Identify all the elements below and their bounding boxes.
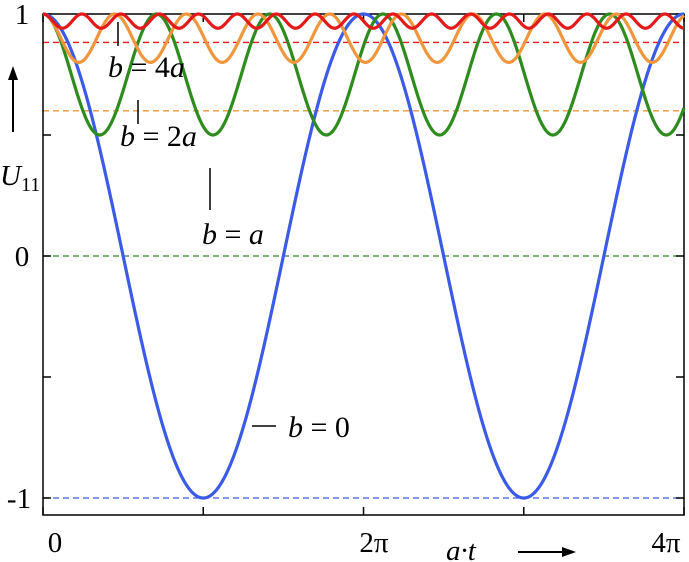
series-label-0-part-1: = 0: [303, 411, 350, 444]
series-label-0-part-0: b: [288, 411, 303, 444]
y-axis-label: U11: [0, 160, 40, 196]
series-label-2-part-1: = 2: [135, 120, 182, 153]
y-tick-label-0: 0: [15, 241, 30, 273]
curve-labels: b = 0b = ab = 2ab = 4a: [108, 22, 350, 444]
series-line-0: [42, 12, 685, 500]
series-label-1-part-2: a: [249, 218, 264, 251]
series-line-2: [42, 12, 685, 64]
x-axis-arrowhead: [562, 547, 576, 557]
axes: [42, 13, 685, 516]
series-label-2-part-2: a: [182, 120, 197, 153]
y-axis-label-sub: 11: [21, 174, 40, 196]
series-line-1: [42, 12, 686, 137]
ticks: [42, 13, 685, 515]
series-line-3: [42, 12, 685, 30]
reference-lines: [43, 41, 684, 499]
y-tick-label-minus-1: -1: [7, 483, 31, 515]
series-label-1: b = a: [202, 218, 264, 251]
x-tick-label-2pi: 2π: [359, 527, 389, 559]
series-label-2: b = 2a: [120, 120, 197, 153]
series-label-2-part-0: b: [120, 120, 135, 153]
x-tick-label-4pi: 4π: [651, 527, 681, 559]
y-tick-label-1: 1: [15, 0, 30, 31]
series-label-1-part-0: b: [202, 218, 217, 251]
x-axis-title: a·t: [446, 535, 576, 562]
series-label-3-part-2: a: [170, 51, 185, 84]
y-axis-label-base: U: [0, 160, 23, 192]
series-curves: [42, 12, 686, 500]
x-axis-label: a·t: [446, 535, 477, 562]
y-axis-arrowhead: [8, 66, 18, 80]
series-label-1-part-1: =: [217, 218, 249, 251]
series-label-3: b = 4a: [108, 51, 185, 84]
plot-frame: [42, 13, 685, 516]
series-label-3-part-0: b: [108, 51, 123, 84]
x-tick-label-0: 0: [48, 527, 63, 559]
series-label-3-part-1: = 4: [123, 51, 170, 84]
y-axis-title: U11: [0, 66, 40, 196]
series-label-0: b = 0: [288, 411, 350, 444]
